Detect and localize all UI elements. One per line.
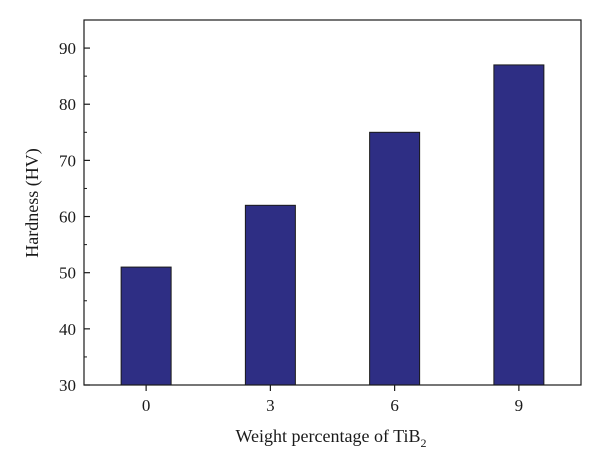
x-axis-title-subscript: 2 [421, 436, 427, 450]
y-tick-label: 70 [59, 151, 76, 170]
x-tick-label: 6 [390, 396, 399, 415]
x-tick-label: 3 [266, 396, 275, 415]
y-tick-label: 60 [59, 208, 76, 227]
y-tick-label: 50 [59, 264, 76, 283]
y-tick-label: 30 [59, 376, 76, 395]
y-tick-label: 90 [59, 39, 76, 58]
bar-3 [244, 204, 296, 386]
bars-group [120, 64, 545, 386]
plot-frame [83, 19, 582, 386]
y-tick-label: 80 [59, 95, 76, 114]
bar-0 [120, 266, 172, 386]
x-tick-label: 9 [515, 396, 524, 415]
x-axis-title: Weight percentage of TiB2 [235, 426, 426, 450]
bar-9 [493, 64, 545, 386]
x-axis: 0 3 6 9 [142, 385, 523, 415]
y-tick-label: 40 [59, 320, 76, 339]
x-axis-title-main: Weight percentage of TiB [235, 426, 420, 446]
x-tick-label: 0 [142, 396, 151, 415]
bar-6 [369, 131, 421, 386]
y-axis-title: Hardness (HV) [22, 148, 43, 257]
y-axis: 30 40 50 60 70 80 90 [59, 19, 90, 395]
